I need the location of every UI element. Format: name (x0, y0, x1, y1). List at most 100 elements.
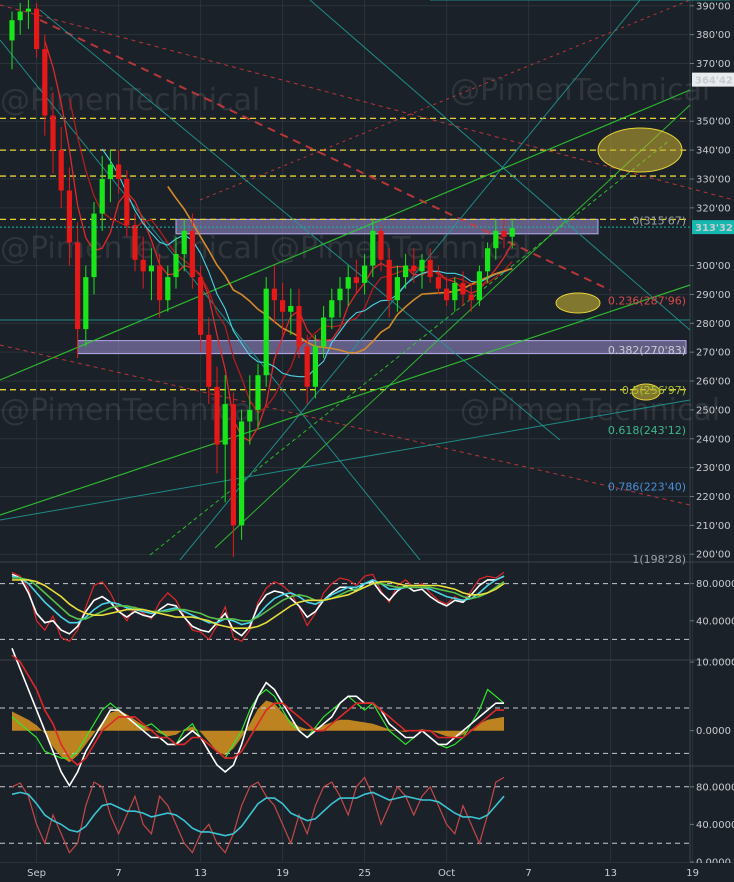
candle-body-1 (17, 11, 23, 21)
time-tick-label-3: 19 (276, 868, 289, 879)
candle-body-35 (296, 305, 302, 347)
watermark-5: @PimenTechnical (460, 393, 720, 428)
candle-body-47 (394, 277, 400, 301)
candle-body-58 (485, 248, 491, 272)
candle-body-28 (239, 421, 245, 526)
fib-label-1: 0.236(287'96) (608, 294, 686, 307)
candle-body-5 (50, 115, 56, 151)
fib-label-5: 0.786(223'40) (608, 481, 686, 494)
candle-body-9 (83, 277, 89, 330)
trend-line-10 (309, 0, 691, 331)
osc1-tick-label-0: 80.0000 (696, 579, 734, 590)
time-tick-label-7: 13 (604, 868, 617, 879)
trend-line-7 (199, 0, 691, 201)
candle-body-34 (288, 305, 294, 312)
candle-body-51 (427, 259, 433, 278)
osc1-series-4 (12, 579, 505, 630)
candle-body-22 (189, 230, 195, 278)
time-tick-label-6: 7 (525, 868, 531, 879)
fib-label-0: 0(315'67) (632, 214, 686, 227)
fib-label-3: 0.5(256'97) (622, 384, 686, 397)
candle-body-27 (230, 404, 236, 526)
time-tick-label-4: 25 (358, 868, 371, 879)
candle-body-13 (116, 164, 122, 179)
candle-body-41 (345, 277, 351, 289)
candle-body-17 (148, 265, 154, 272)
price-tick-label-7: 300'00 (696, 261, 731, 272)
candle-body-39 (329, 300, 335, 318)
candle-body-60 (501, 230, 507, 237)
price-label-1: 313'32 (695, 223, 733, 234)
time-tick-label-2: 13 (194, 868, 207, 879)
price-tick-label-10: 270'00 (696, 348, 731, 359)
candle-body-59 (493, 230, 499, 249)
candle-body-14 (124, 178, 130, 226)
osc3-series-0 (11, 776, 505, 854)
resistance-zone-0 (175, 218, 599, 235)
candle-body-2 (25, 8, 31, 12)
trend-line-5 (0, 4, 734, 201)
candle-body-56 (468, 294, 474, 301)
price-label-box-0 (692, 72, 734, 87)
watermark-3: @PimenTechnical (0, 231, 260, 266)
candle-body-4 (42, 49, 48, 116)
candle-body-15 (132, 225, 138, 260)
price-tick-label-14: 230'00 (696, 463, 731, 474)
price-tick-label-11: 260'00 (696, 377, 731, 388)
candle-body-24 (206, 334, 212, 387)
price-tick-label-16: 210'00 (696, 521, 731, 532)
candle-body-44 (370, 230, 376, 266)
candle-body-43 (362, 265, 368, 283)
candle-body-33 (280, 300, 286, 312)
candle-body-0 (9, 20, 15, 41)
candle-body-46 (386, 259, 392, 301)
candle-body-45 (378, 230, 384, 260)
trend-line-2 (214, 104, 691, 549)
trend-line-8 (39, 9, 561, 441)
price-tick-label-0: 390'00 (696, 1, 731, 12)
candle-body-16 (140, 259, 146, 272)
fib-label-4: 0.618(243'12) (608, 424, 686, 437)
candle-body-19 (165, 277, 171, 301)
price-tick-label-8: 290'00 (696, 290, 731, 301)
price-tick-label-4: 340'00 (696, 146, 731, 157)
price-tick-label-12: 250'00 (696, 405, 731, 416)
candle-body-40 (337, 288, 343, 301)
candle-body-50 (419, 259, 425, 272)
price-label-box-1 (692, 220, 734, 235)
trend-line-0 (0, 89, 691, 381)
candle-body-54 (452, 282, 458, 301)
candle-body-21 (181, 230, 187, 255)
price-tick-label-13: 240'00 (696, 434, 731, 445)
candle-body-8 (75, 242, 81, 330)
price-label-0: 364'42 (695, 76, 733, 87)
price-tick-label-6: 320'00 (696, 203, 731, 214)
candle-body-48 (403, 265, 409, 278)
candle-body-26 (222, 404, 228, 445)
candle-body-20 (173, 254, 179, 278)
candle-body-23 (198, 277, 204, 335)
price-tick-label-2: 370'00 (696, 59, 731, 70)
candle-body-57 (476, 271, 482, 301)
time-tick-label-5: Oct (438, 868, 455, 879)
candle-body-29 (247, 409, 253, 422)
time-tick-label-0: Sep (27, 868, 46, 879)
osc2-tick-label-0: 10.0000 (696, 658, 734, 669)
candle-body-10 (91, 213, 97, 278)
trend-line-4 (39, 19, 611, 291)
candle-body-55 (460, 282, 466, 295)
price-tick-label-15: 220'00 (696, 492, 731, 503)
candle-body-31 (263, 288, 269, 376)
time-axis-background (0, 863, 734, 882)
fib-label-6: 1(198'28) (632, 553, 686, 566)
osc1-series-1 (11, 573, 505, 637)
price-tick-label-3: 350'00 (696, 117, 731, 128)
candle-body-32 (271, 288, 277, 301)
fib-label-2: 0.382(270'83) (608, 344, 686, 357)
watermark-2: @PimenTechnical (270, 231, 530, 266)
candle-body-7 (66, 190, 72, 243)
trend-line-6 (0, 344, 691, 506)
candle-body-6 (58, 150, 64, 191)
